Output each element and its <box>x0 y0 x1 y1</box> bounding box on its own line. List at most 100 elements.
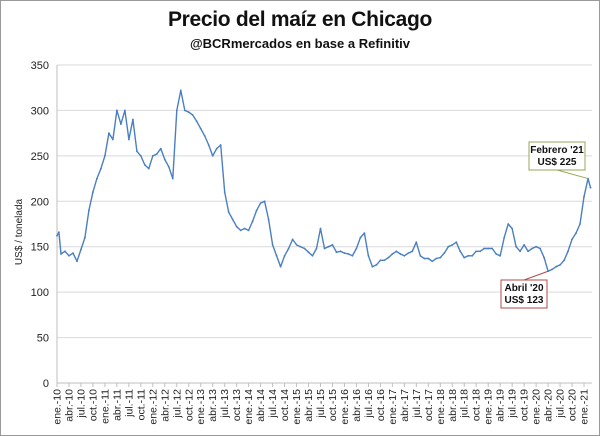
data-point <box>171 177 174 180</box>
annotation-box <box>528 141 586 171</box>
price-line <box>56 89 592 272</box>
x-tick-label: oct.-20 <box>567 389 579 421</box>
chart-title: Precio del maíz en Chicago <box>167 8 433 31</box>
data-point <box>543 256 545 259</box>
annotation-leader <box>556 169 589 180</box>
data-point <box>411 250 414 253</box>
data-point <box>88 209 90 212</box>
x-tick-label: abr.-16 <box>351 389 363 422</box>
data-point <box>307 251 310 254</box>
data-point <box>76 260 78 263</box>
data-point <box>355 247 358 250</box>
data-point <box>195 120 198 123</box>
data-point <box>471 254 474 257</box>
x-tick-label: jul.-18 <box>459 389 471 419</box>
y-axis-ticks: 0 50 100 150 200 250 300 350 <box>31 60 49 390</box>
data-point <box>120 123 122 125</box>
data-point <box>399 253 402 255</box>
x-tick-label: abr.-10 <box>63 389 75 422</box>
x-tick-label: abr.-17 <box>399 389 411 422</box>
x-tick-label: ene.-10 <box>52 389 64 425</box>
data-point <box>56 234 58 237</box>
data-point <box>423 257 426 260</box>
data-point <box>379 259 382 262</box>
data-point <box>331 244 334 246</box>
data-point <box>447 245 450 248</box>
data-point <box>155 153 158 155</box>
data-point <box>575 232 577 235</box>
data-point <box>419 254 422 257</box>
data-point <box>327 245 330 248</box>
x-tick-label: ene.-13 <box>195 389 207 425</box>
x-tick-label: jul.-20 <box>555 389 567 419</box>
x-tick-label: jul.-14 <box>267 389 279 419</box>
data-point <box>72 252 74 255</box>
data-point <box>116 109 118 112</box>
y-tick-label: 200 <box>31 196 49 208</box>
data-point <box>299 245 302 248</box>
x-tick-label: jul.-15 <box>315 389 327 419</box>
data-point <box>163 158 166 161</box>
data-point <box>583 195 585 198</box>
x-tick-label: ene.-14 <box>243 389 255 425</box>
data-point <box>323 247 326 250</box>
x-tick-label: jul.-17 <box>411 389 423 419</box>
data-point <box>143 164 146 166</box>
x-tick-label: abr.-14 <box>255 389 267 422</box>
x-tick-label: oct.-19 <box>519 389 531 421</box>
data-point <box>315 247 318 250</box>
data-point <box>363 232 366 235</box>
data-point <box>132 118 134 121</box>
data-point <box>187 111 190 114</box>
y-tick-label: 50 <box>37 333 49 345</box>
x-tick-label: abr.-15 <box>303 389 315 422</box>
annotation-leader <box>523 270 549 281</box>
x-tick-label: jul.-12 <box>171 389 183 419</box>
data-point <box>235 225 238 228</box>
y-tick-label: 100 <box>31 287 49 299</box>
data-point <box>435 257 438 260</box>
data-point <box>295 244 298 246</box>
data-point <box>303 247 306 250</box>
data-point <box>387 256 390 259</box>
data-point <box>219 144 222 146</box>
chart-subtitle: @BCRmercados en base a Refinitiv <box>189 36 411 51</box>
data-point <box>527 250 529 253</box>
data-point <box>395 250 398 253</box>
data-point <box>519 250 521 253</box>
data-point <box>467 254 470 257</box>
data-point <box>215 147 218 150</box>
data-point <box>60 253 62 255</box>
x-tick-label: ene.-20 <box>531 389 543 425</box>
data-point <box>239 229 242 232</box>
data-point <box>175 109 178 112</box>
data-point <box>359 236 362 239</box>
annotation-text: Febrero '21 <box>530 145 584 156</box>
data-point <box>343 252 346 255</box>
x-tick-label: ene.-11 <box>99 389 111 424</box>
data-point <box>227 211 230 214</box>
x-tick-label: ene.-16 <box>339 389 351 425</box>
x-tick-label: abr.-20 <box>543 389 555 422</box>
y-axis-label: US$ / tonelada <box>14 198 25 265</box>
data-point <box>191 114 194 116</box>
data-point <box>507 223 510 225</box>
data-point <box>551 268 553 271</box>
data-point <box>279 265 282 268</box>
x-tick-label: ene.-18 <box>435 389 447 425</box>
data-point <box>463 256 466 259</box>
data-point <box>579 223 581 225</box>
data-point <box>283 254 286 257</box>
data-point <box>223 191 226 194</box>
x-tick-label: oct.-11 <box>135 389 147 420</box>
data-point <box>415 241 418 244</box>
annotation-text: Abril '20 <box>504 283 543 294</box>
data-point <box>491 247 494 250</box>
data-point <box>108 132 110 135</box>
data-point <box>84 236 86 239</box>
data-point <box>147 167 150 170</box>
data-point <box>104 155 106 157</box>
x-tick-label: oct.-16 <box>375 389 387 421</box>
x-tick-label: oct.-17 <box>423 389 435 421</box>
x-tick-label: jul.-11 <box>123 389 135 418</box>
